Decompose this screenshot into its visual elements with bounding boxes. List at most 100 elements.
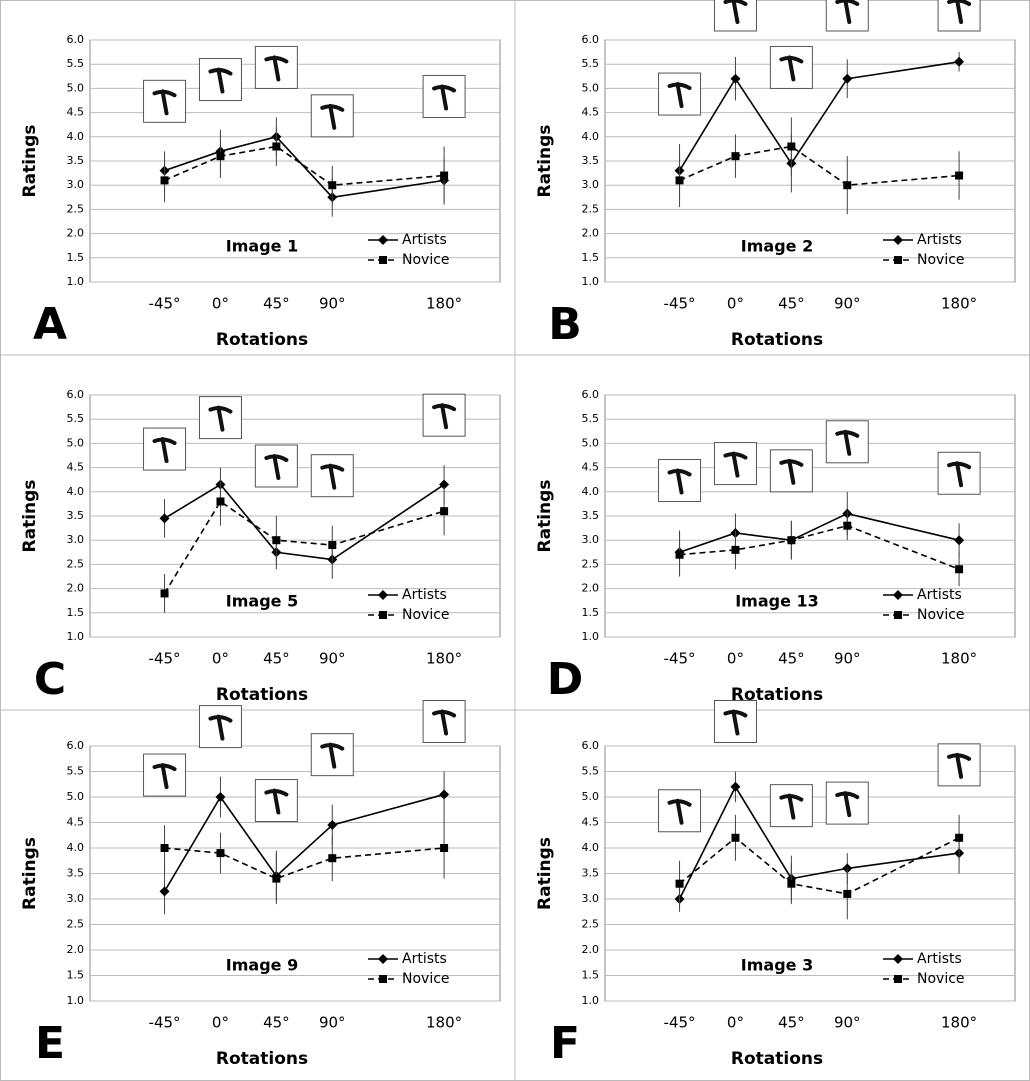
legend-marker	[893, 235, 903, 245]
y-tick-label: 6.0	[67, 739, 85, 752]
y-tick-label: 3.5	[67, 509, 85, 522]
marker	[440, 507, 449, 516]
image-title: Image 5	[226, 592, 298, 611]
x-tick-label: 180°	[941, 1014, 977, 1032]
y-tick-label: 3.0	[67, 892, 85, 905]
series-line	[164, 145, 445, 187]
thumbnail-stroke	[947, 0, 972, 24]
legend-marker	[893, 590, 903, 600]
y-tick-label: 3.5	[582, 867, 600, 880]
legend-marker	[894, 256, 902, 264]
thumbnail-stroke	[723, 0, 748, 24]
x-tick-label: 180°	[941, 650, 977, 668]
legend-label: Novice	[917, 971, 965, 987]
y-tick-label: 1.0	[67, 630, 85, 643]
marker	[272, 874, 281, 883]
y-tick-label: 1.0	[67, 275, 85, 288]
panel: 1.0 1.5 2.0 2.5 3.0 3.5 4.0 4.5 5.0 5.5 6.0 -45° 0° 4…	[535, 700, 1016, 1069]
marker	[216, 497, 225, 506]
y-tick-label: 4.5	[582, 106, 600, 119]
thumbnail	[310, 733, 354, 777]
panel-letter: C	[34, 654, 66, 705]
y-tick-label: 1.5	[67, 969, 85, 982]
x-tick-label: 0°	[212, 650, 229, 668]
legend-marker	[379, 611, 387, 619]
x-tick-label: 45°	[263, 295, 290, 313]
thumbnail-stroke	[208, 714, 233, 741]
y-tick-label: 6.0	[67, 33, 85, 46]
marker	[328, 541, 337, 550]
y-tick-label: 4.0	[67, 485, 85, 498]
x-tick-label: -45°	[149, 295, 181, 313]
marker	[159, 513, 170, 524]
legend-label: Artists	[917, 232, 962, 248]
y-tick-label: 2.0	[582, 582, 600, 595]
image-title: Image 3	[741, 956, 813, 975]
y-tick-label: 2.5	[67, 557, 85, 570]
marker	[160, 176, 169, 185]
marker	[215, 792, 226, 802]
panel: 1.0 1.5 2.0 2.5 3.0 3.5 4.0 4.5 5.0 5.5 6.0 -45° 0° 4…	[20, 33, 501, 350]
x-axis-label: Rotations	[216, 685, 308, 705]
marker	[955, 833, 964, 842]
marker	[216, 152, 225, 161]
panel: 1.0 1.5 2.0 2.5 3.0 3.5 4.0 4.5 5.0 5.5 6.0 -45° 0° 4…	[535, 0, 1016, 350]
y-tick-label: 5.0	[67, 81, 85, 94]
x-tick-label: 180°	[426, 1014, 462, 1032]
y-tick-label: 3.5	[582, 154, 600, 167]
marker	[327, 820, 338, 831]
y-tick-label: 4.5	[67, 816, 85, 829]
y-tick-label: 4.0	[582, 130, 600, 143]
y-tick-label: 4.5	[582, 816, 600, 829]
legend-marker	[894, 611, 902, 619]
x-tick-label: 90°	[834, 295, 861, 313]
x-tick-label: 180°	[426, 650, 462, 668]
y-tick-label: 4.5	[67, 461, 85, 474]
x-tick-label: -45°	[664, 295, 696, 313]
x-tick-label: -45°	[664, 650, 696, 668]
thumbnail-stroke	[208, 67, 233, 94]
y-tick-label: 5.0	[582, 790, 600, 803]
y-tick-label: 2.0	[582, 943, 600, 956]
thumbnail-stroke	[264, 55, 289, 82]
x-axis-label: Rotations	[731, 1049, 823, 1069]
marker	[731, 833, 740, 842]
thumbnail-stroke	[264, 788, 289, 815]
thumbnail-stroke	[320, 103, 345, 130]
marker	[160, 589, 169, 598]
legend-marker	[379, 256, 387, 264]
y-tick-label: 4.0	[582, 841, 600, 854]
y-tick-label: 2.5	[582, 202, 600, 215]
legend-label: Artists	[402, 232, 447, 248]
x-tick-label: 45°	[778, 650, 805, 668]
y-axis-label: Ratings	[535, 480, 555, 553]
thumbnail-stroke	[835, 429, 860, 456]
legend-marker	[378, 235, 388, 245]
x-axis-label: Rotations	[216, 330, 308, 350]
y-tick-label: 4.5	[67, 106, 85, 119]
marker	[787, 879, 796, 888]
marker	[440, 844, 449, 852]
x-tick-label: 90°	[319, 1014, 346, 1032]
legend-label: Artists	[402, 587, 447, 603]
marker	[272, 142, 281, 151]
y-axis-label: Ratings	[20, 480, 40, 553]
thumbnail-stroke	[667, 468, 692, 495]
panel: 1.0 1.5 2.0 2.5 3.0 3.5 4.0 4.5 5.0 5.5 6.0 -45° 0° 4…	[535, 388, 1016, 705]
x-axis-label: Rotations	[216, 1049, 308, 1069]
legend-label: Novice	[402, 971, 450, 987]
marker	[328, 181, 337, 190]
thumbnail-stroke	[320, 463, 345, 490]
panel: 1.0 1.5 2.0 2.5 3.0 3.5 4.0 4.5 5.0 5.5 6.0 -45° 0° 4…	[20, 388, 501, 705]
marker	[675, 550, 684, 559]
image-title: Image 1	[226, 237, 298, 256]
y-tick-label: 2.5	[67, 202, 85, 215]
marker	[843, 181, 852, 190]
y-tick-label: 3.5	[67, 867, 85, 880]
marker	[842, 73, 853, 84]
y-tick-label: 5.5	[582, 765, 600, 778]
x-tick-label: 90°	[319, 650, 346, 668]
y-tick-label: 5.5	[582, 412, 600, 425]
panel: 1.0 1.5 2.0 2.5 3.0 3.5 4.0 4.5 5.0 5.5 6.0 -45° 0° 4…	[20, 700, 501, 1069]
thumbnail-stroke	[723, 709, 748, 736]
